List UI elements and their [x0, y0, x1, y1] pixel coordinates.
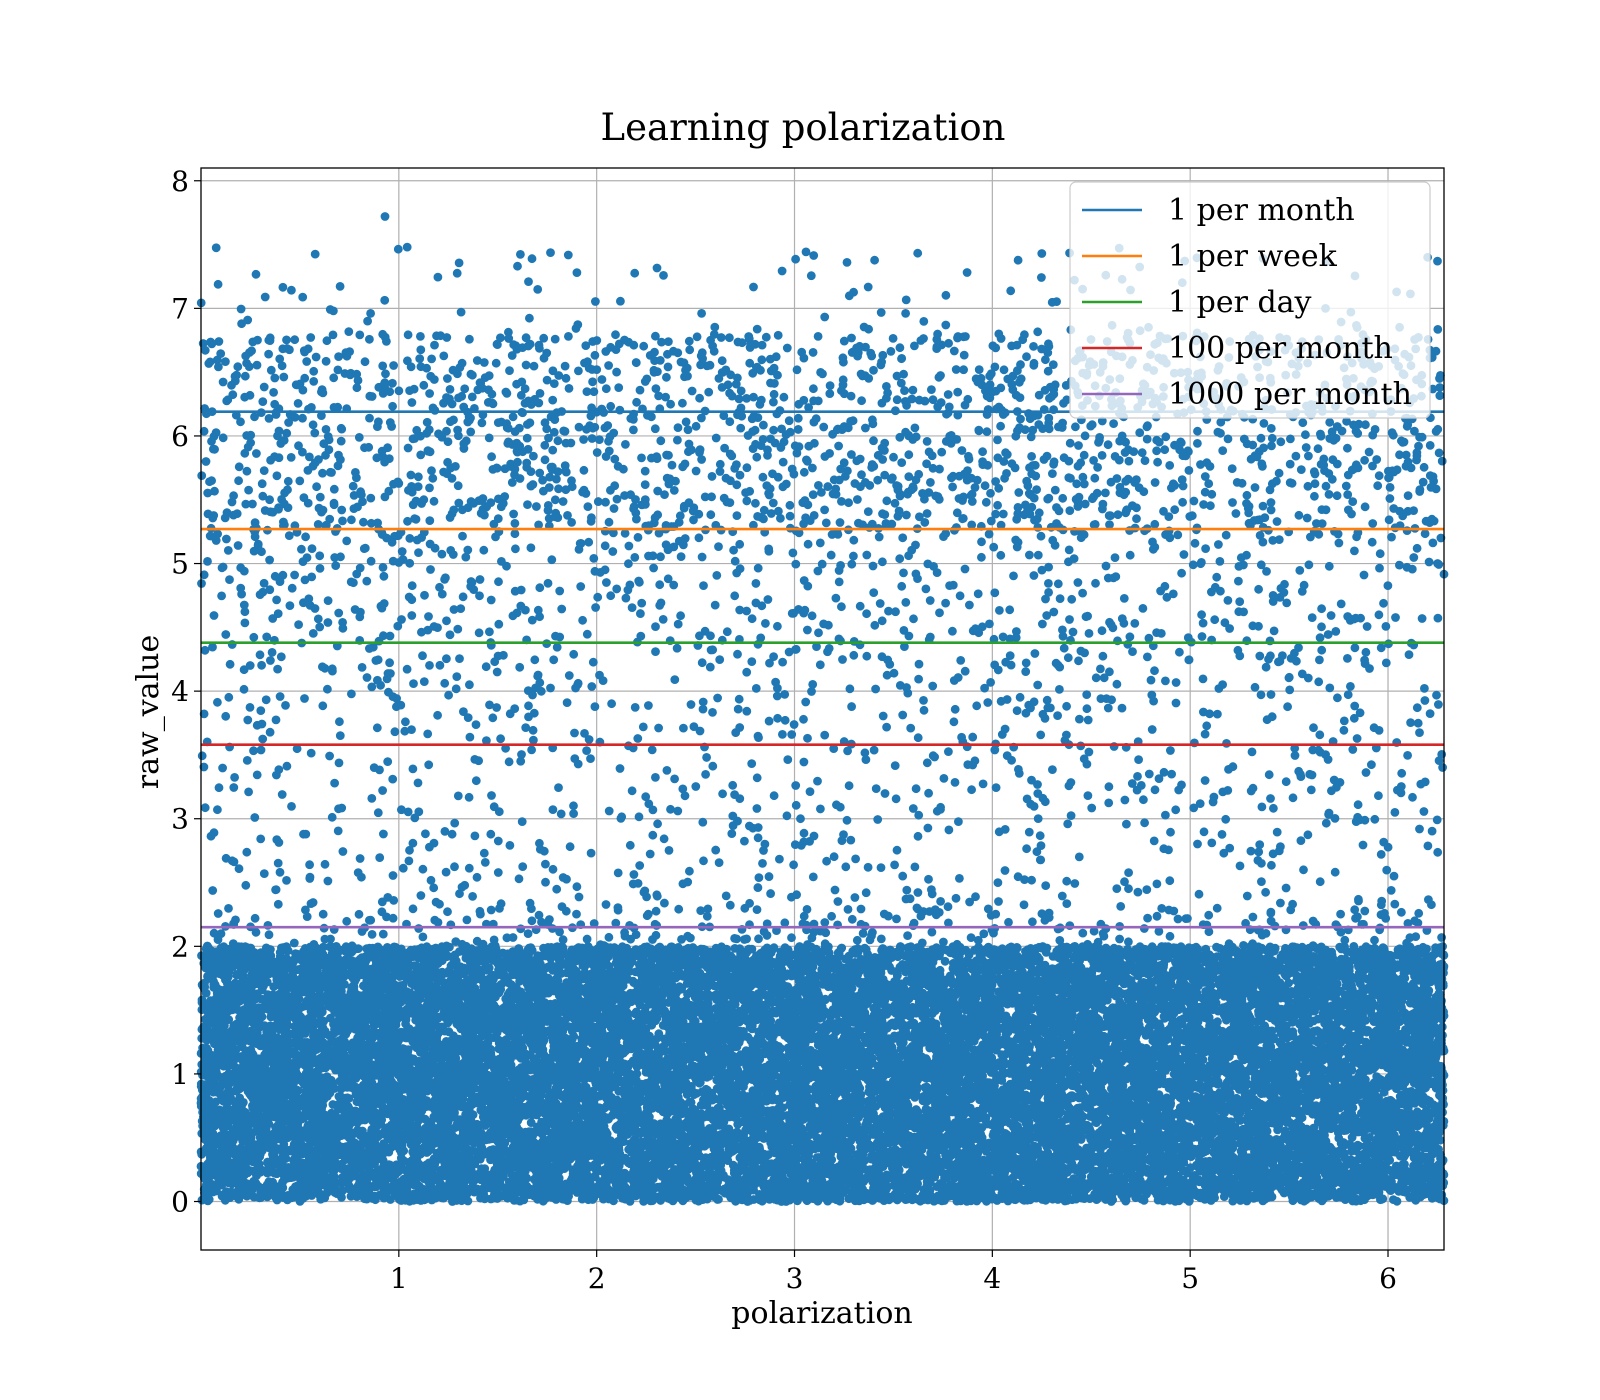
- scatter-points: [196, 212, 1449, 1206]
- legend-box: [1069, 181, 1431, 419]
- chart-title: Learning polarization: [601, 106, 1006, 149]
- y-axis-label: raw_value: [131, 635, 166, 789]
- x-axis-label: polarization: [731, 1296, 912, 1331]
- y-tick-label: 8: [171, 165, 189, 198]
- x-tick-label: 2: [588, 1262, 606, 1295]
- y-tick-label: 7: [171, 292, 189, 325]
- x-tick-label: 6: [1379, 1262, 1397, 1295]
- legend: 1 per month 1 per week 1 per day 100 per mo…: [1069, 181, 1431, 419]
- y-axis-ticks: 0 1 2 3 4 5 6 7 8: [171, 165, 201, 1219]
- legend-label: 100 per month: [1168, 331, 1393, 366]
- legend-label: 1000 per month: [1168, 377, 1412, 412]
- legend-label: 1 per month: [1168, 193, 1355, 228]
- y-tick-label: 0: [171, 1186, 189, 1219]
- y-tick-label: 6: [171, 420, 189, 453]
- y-tick-label: 2: [171, 930, 189, 963]
- y-tick-label: 1: [171, 1058, 189, 1091]
- y-tick-label: 3: [171, 803, 189, 836]
- y-tick-label: 4: [171, 675, 189, 708]
- x-tick-label: 4: [983, 1262, 1001, 1295]
- scatter-point-cloud: [196, 212, 1449, 1206]
- x-tick-label: 3: [786, 1262, 804, 1295]
- x-tick-label: 5: [1181, 1262, 1199, 1295]
- legend-label: 1 per day: [1168, 285, 1312, 320]
- y-tick-label: 5: [171, 548, 189, 581]
- x-tick-label: 1: [390, 1262, 408, 1295]
- x-axis-ticks: 1 2 3 4 5 6: [390, 1250, 1397, 1295]
- legend-label: 1 per week: [1168, 239, 1338, 274]
- plot-frame: [200, 167, 1445, 1251]
